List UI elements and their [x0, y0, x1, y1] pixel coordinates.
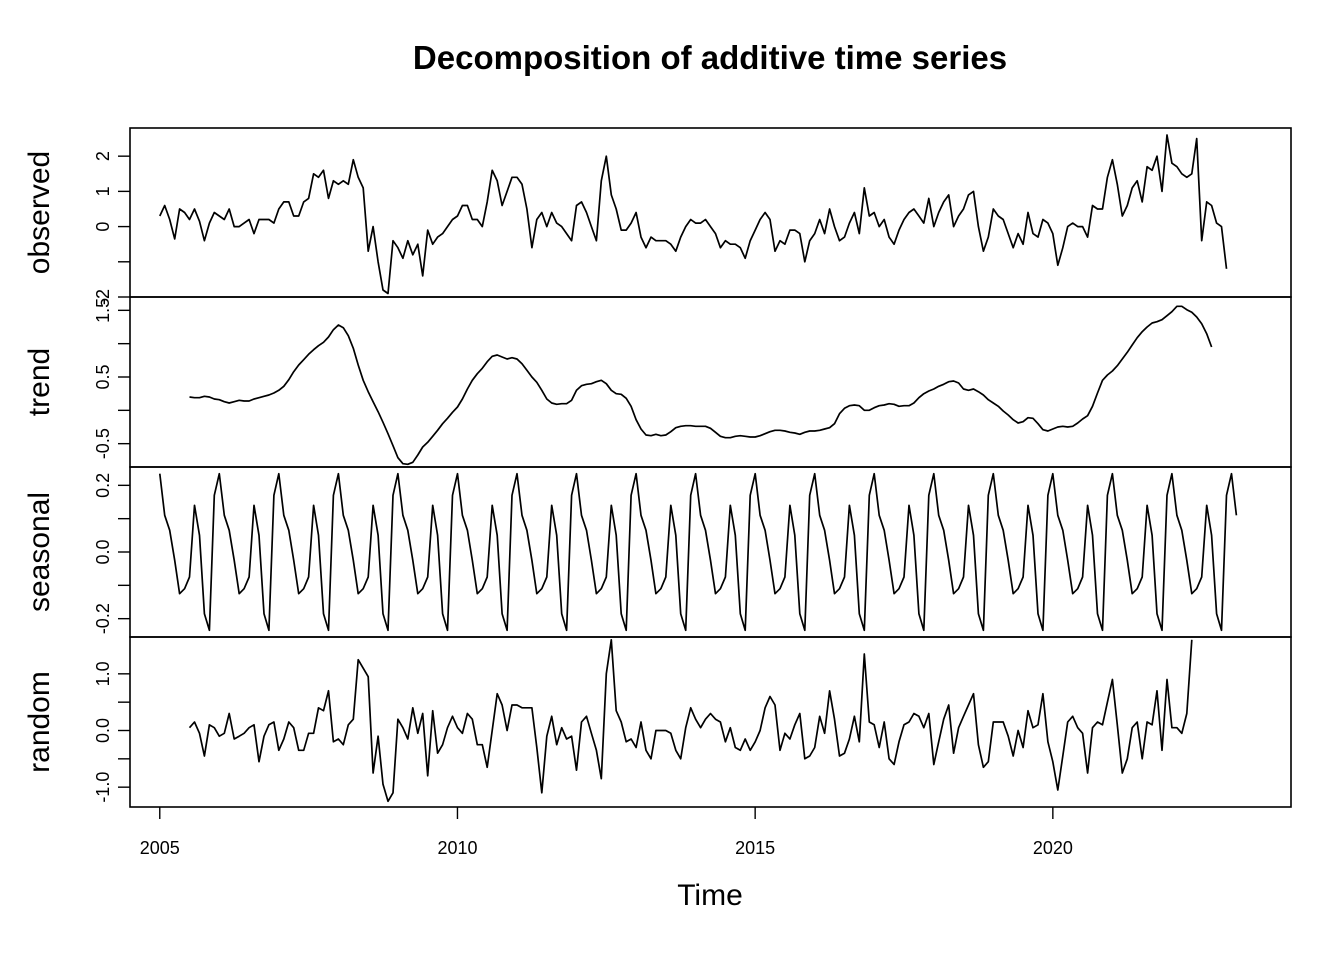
- observed-y-tick-label: 0: [93, 222, 113, 232]
- observed-y-tick-label: 1: [93, 186, 113, 196]
- x-tick-label: 2010: [437, 838, 477, 858]
- observed-panel: -2 0 1 2 observed: [23, 127, 1292, 305]
- trend-y-tick-label: -0.5: [93, 428, 113, 459]
- trend-y-tick-label: 0.5: [93, 364, 113, 389]
- x-axis-title: Time: [677, 879, 743, 912]
- random-panel: -1.0 0.0 1.0 random: [23, 636, 1292, 808]
- trend-axis-title: trend: [23, 348, 56, 416]
- observed-axis-title: observed: [23, 151, 56, 274]
- trend-panel: -0.5 0.5 1.5 trend: [23, 296, 1292, 468]
- x-tick-label: 2005: [140, 838, 180, 858]
- seasonal-y-tick-label: 0.0: [93, 539, 113, 564]
- random-series-line: [188, 638, 1193, 803]
- observed-y-tick-label: 2: [93, 151, 113, 161]
- trend-series-line: [189, 305, 1213, 466]
- random-y-tick-label: -1.0: [93, 772, 113, 803]
- seasonal-y-tick-label: -0.2: [93, 603, 113, 634]
- random-panel-frame: [129, 636, 1292, 808]
- chart-title: Decomposition of additive time series: [413, 39, 1007, 76]
- trend-y-tick-label: 1.5: [93, 298, 113, 323]
- random-y-tick-label: 0.0: [93, 718, 113, 743]
- panels: -2 0 1 2 observed -0.5 0.5 1.5 trend -0.2 0.0 0.2 se…: [23, 127, 1292, 808]
- observed-series-line: [159, 134, 1228, 295]
- seasonal-panel: -0.2 0.0 0.2 seasonal: [23, 466, 1292, 638]
- observed-panel-frame: [129, 127, 1292, 298]
- seasonal-series-line: [158, 472, 1238, 632]
- x-tick-label: 2020: [1033, 838, 1073, 858]
- random-axis-title: random: [23, 671, 56, 773]
- x-tick-label: 2015: [735, 838, 775, 858]
- seasonal-panel-frame: [129, 466, 1292, 638]
- trend-panel-frame: [129, 296, 1292, 468]
- seasonal-axis-title: seasonal: [23, 492, 56, 612]
- x-axis: 2005 2010 2015 2020: [140, 807, 1073, 858]
- random-y-tick-label: 1.0: [93, 661, 113, 686]
- seasonal-y-tick-label: 0.2: [93, 473, 113, 498]
- observed-y-tick-label: -2: [93, 289, 113, 305]
